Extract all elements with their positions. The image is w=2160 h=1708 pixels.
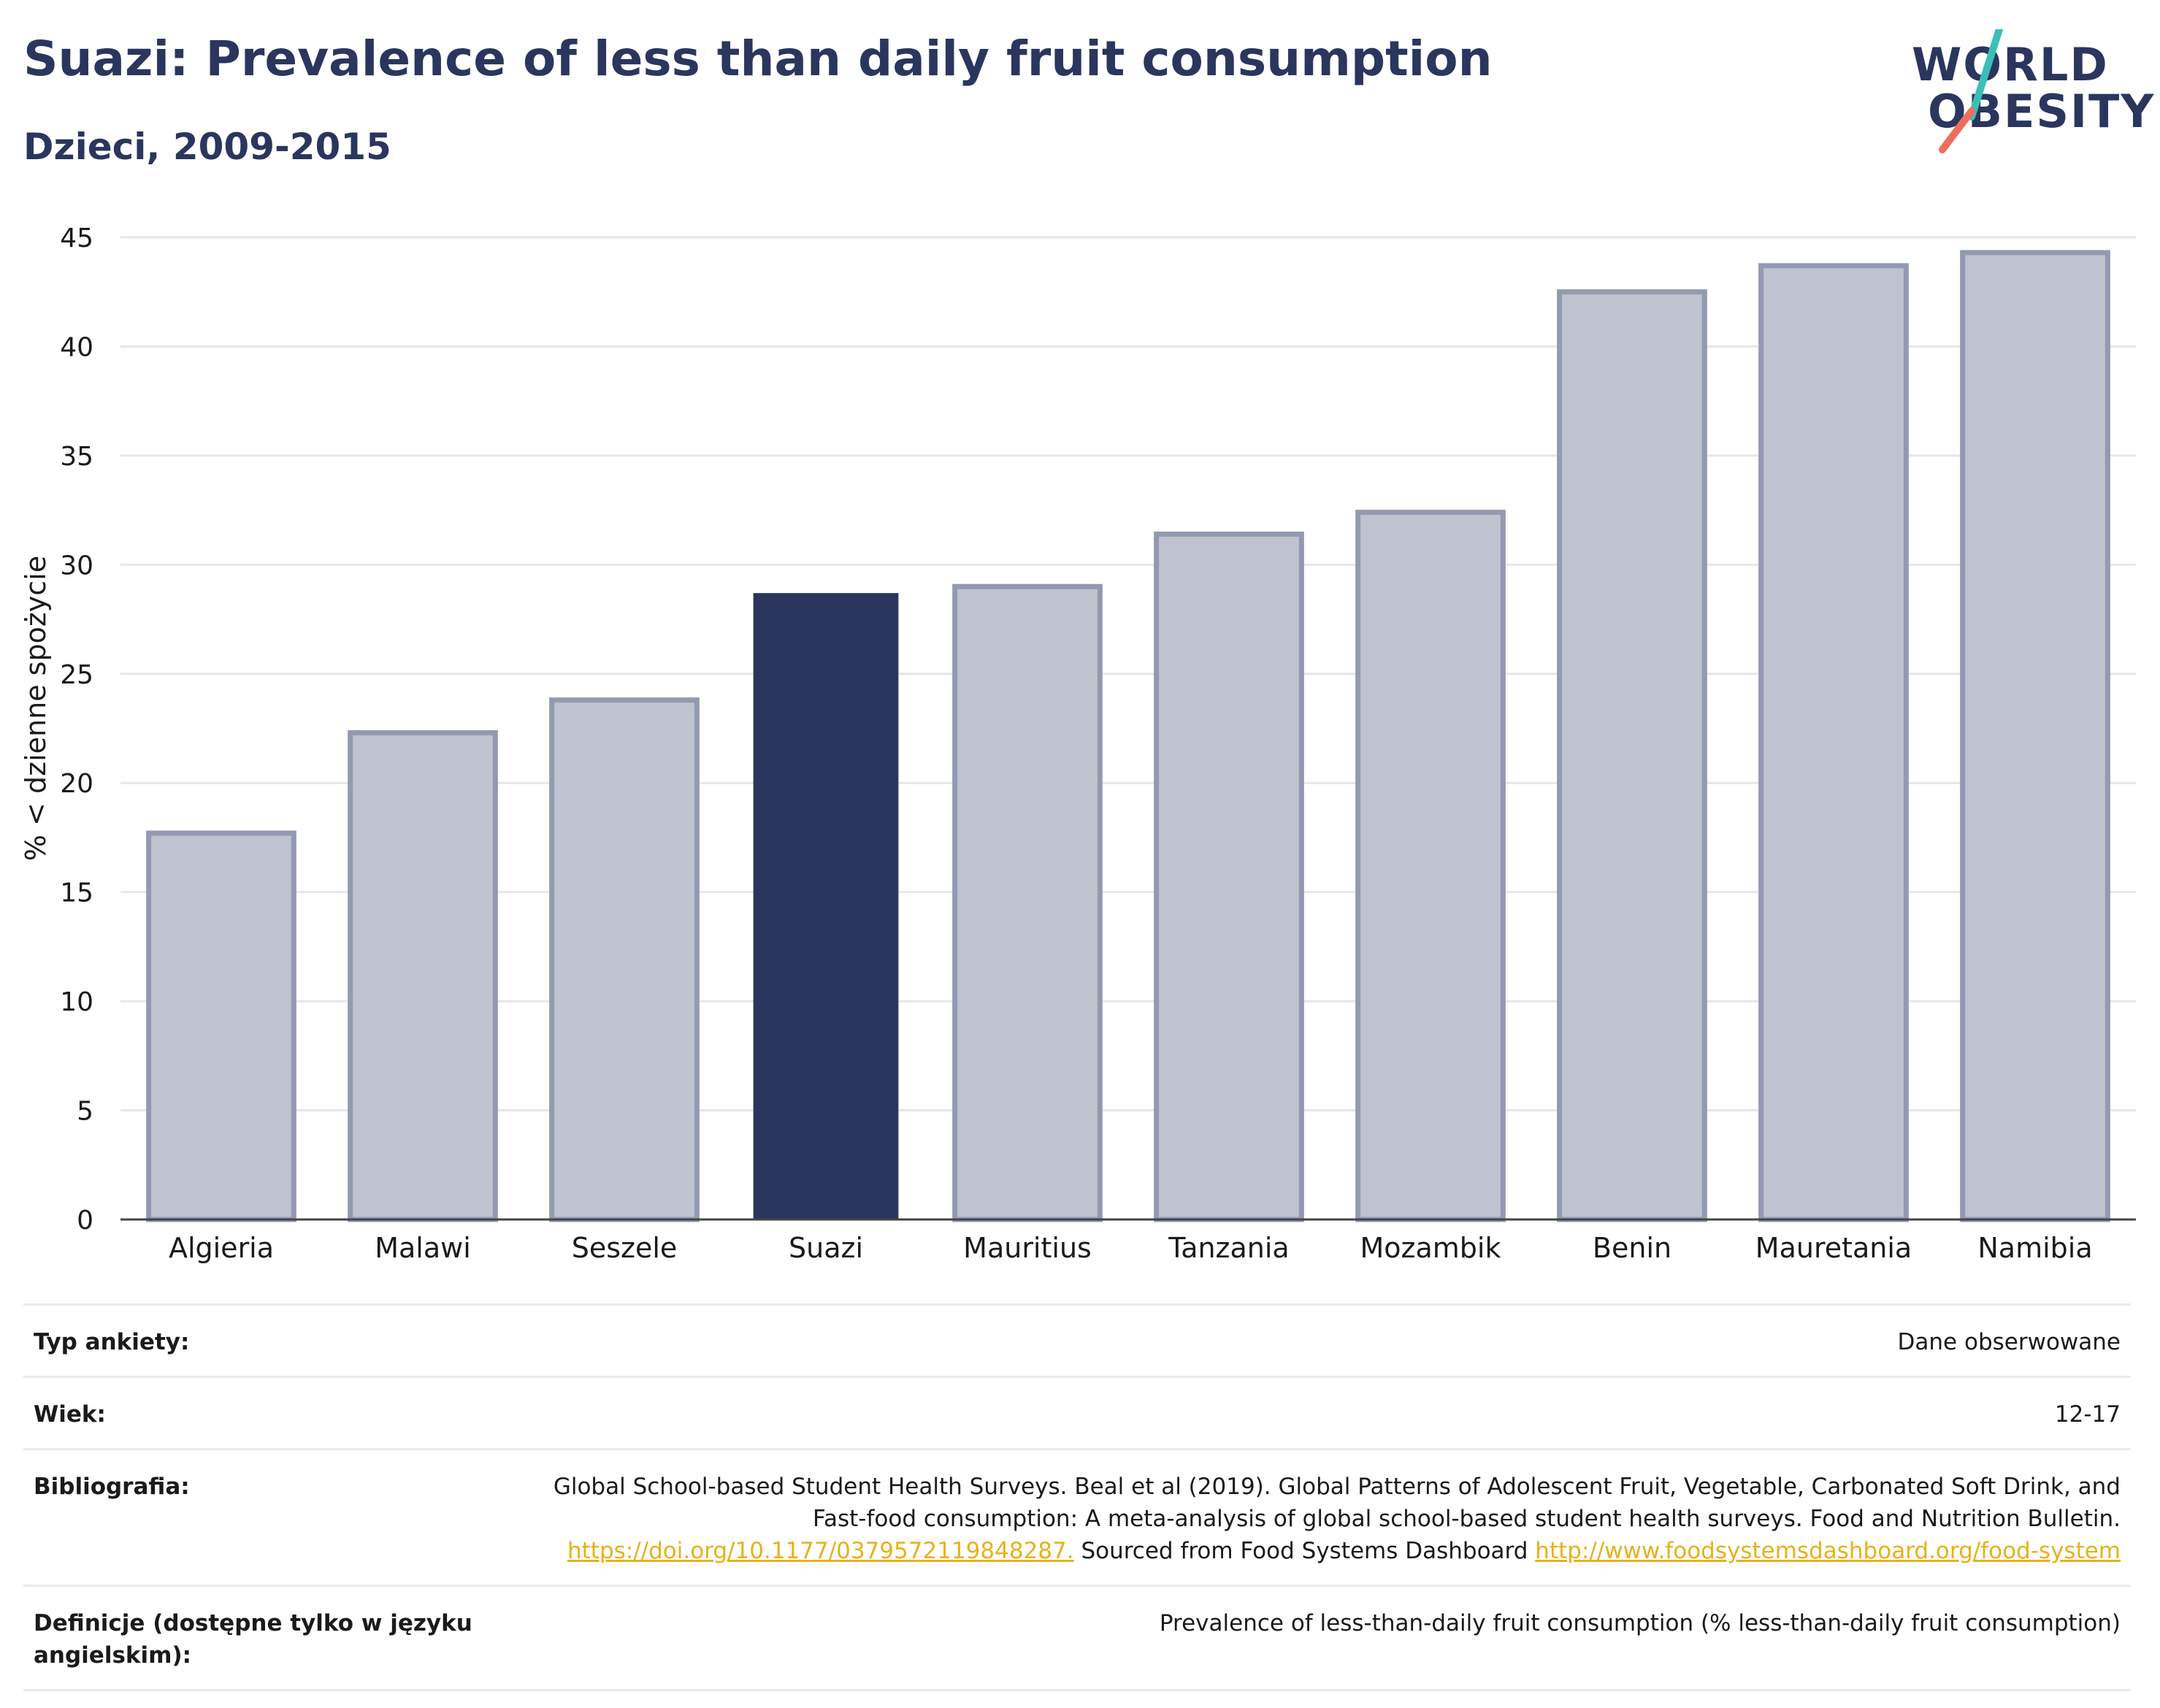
meta-value: Global School-based Student Health Surve… (514, 1471, 2121, 1567)
meta-row-definitions: Definicje (dostępne tylko w języku angie… (23, 1585, 2131, 1691)
axis-layer: 0 5 10 15 20 25 30 35 40 45 Algieria Malawi Seszele S… (60, 223, 2136, 1264)
x-tick-label: Mozambik (1360, 1232, 1501, 1264)
x-tick-label: Mauritius (963, 1232, 1092, 1264)
x-tick-label: Namibia (1977, 1232, 2092, 1264)
y-tick-label: 45 (60, 223, 93, 253)
meta-label: Wiek: (34, 1401, 106, 1428)
y-tick-label: 20 (60, 769, 93, 799)
meta-label: Bibliografia: (34, 1474, 190, 1500)
y-axis-label: % < dzienne spożycie (20, 556, 52, 861)
bar-malawi (348, 729, 498, 1222)
y-tick-label: 5 (77, 1097, 93, 1127)
x-tick-label: Malawi (375, 1232, 471, 1264)
y-tick-label: 0 (77, 1206, 93, 1236)
x-tick-label: Seszele (572, 1232, 678, 1264)
x-tick-label: Tanzania (1168, 1232, 1289, 1264)
bar-layer (146, 250, 2110, 1222)
doi-link[interactable]: https://doi.org/10.1177/0379572119848287… (567, 1538, 1074, 1564)
metadata-table: Typ ankiety: Dane obserwowane Wiek: 12-1… (23, 1303, 2131, 1691)
meta-value: Dane obserwowane (1897, 1329, 2121, 1355)
bar-algieria (146, 830, 296, 1222)
y-tick-label: 30 (60, 551, 93, 581)
food-systems-dashboard-link[interactable]: http://www.foodsystemsdashboard.org/food… (1535, 1538, 2121, 1564)
meta-row-bibliography: Bibliografia: Global School-based Studen… (23, 1448, 2131, 1585)
y-tick-label: 40 (60, 332, 93, 362)
y-tick-label: 25 (60, 660, 93, 690)
bar-mauritius (952, 583, 1103, 1222)
bar-mozambik (1355, 510, 1506, 1222)
bar-suazi (753, 593, 899, 1219)
x-tick-label: Algieria (169, 1232, 274, 1264)
y-tick-label: 10 (60, 987, 93, 1017)
bar-seszele (549, 697, 700, 1222)
meta-label: Typ ankiety: (34, 1329, 190, 1355)
bibliography-source-text: Sourced from Food Systems Dashboard (1081, 1538, 1528, 1564)
y-tick-label: 35 (60, 442, 93, 472)
bibliography-text: Global School-based Student Health Surve… (553, 1474, 2121, 1532)
bar-chart: 0 5 10 15 20 25 30 35 40 45 Algieria Malawi Seszele S… (20, 223, 2136, 1264)
bar-benin (1557, 289, 1707, 1222)
x-tick-label: Mauretania (1755, 1232, 1912, 1264)
x-tick-label: Benin (1593, 1232, 1671, 1264)
chart-subtitle: Dzieci, 2009-2015 (23, 126, 391, 168)
meta-label: Definicje (dostępne tylko w języku angie… (34, 1610, 472, 1669)
logo-word-obesity: OBESITY (1928, 85, 2156, 138)
bar-namibia (1960, 250, 2110, 1222)
bar-mauretania (1758, 263, 1909, 1222)
meta-value: Prevalence of less-than-daily fruit cons… (1159, 1610, 2121, 1636)
logo-word-world: WORLD (1912, 38, 2109, 91)
meta-value: 12-17 (2054, 1401, 2121, 1428)
meta-row-age: Wiek: 12-17 (23, 1376, 2131, 1448)
meta-row-survey-type: Typ ankiety: Dane obserwowane (23, 1303, 2131, 1376)
bar-tanzania (1154, 531, 1304, 1222)
logo-slash-icon (1939, 29, 2003, 153)
x-tick-label: Suazi (789, 1232, 863, 1264)
y-tick-label: 15 (60, 878, 93, 908)
world-obesity-logo: WORLD OBESITY (1899, 29, 2153, 153)
chart-title: Suazi: Prevalence of less than daily fru… (23, 31, 1493, 87)
